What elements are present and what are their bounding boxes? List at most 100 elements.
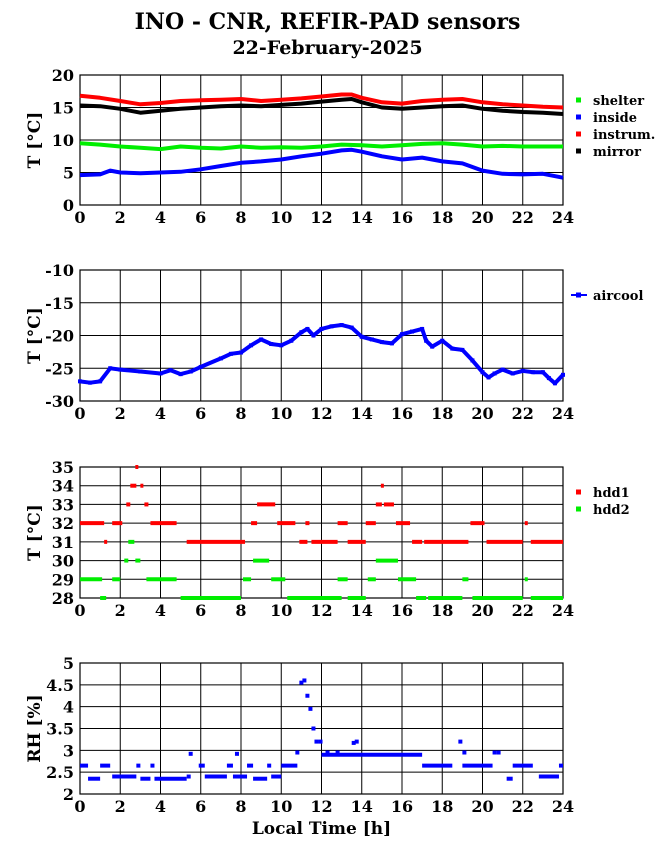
series-hdd1 [80, 465, 563, 544]
x-tick-label: 8 [235, 797, 246, 816]
data-point [440, 338, 445, 343]
x-tick-label: 16 [391, 601, 413, 620]
data-point [510, 371, 515, 376]
series-line [79, 147, 564, 180]
x-tick-label: 12 [310, 404, 332, 423]
x-tick-label: 20 [471, 404, 493, 423]
y-tick-label: 3.5 [46, 720, 74, 739]
data-point [289, 338, 294, 343]
y-tick-label: 0 [63, 196, 74, 215]
x-tick-label: 2 [115, 797, 126, 816]
x-tick-label: 8 [235, 208, 246, 227]
data-point [480, 370, 485, 375]
data-point [302, 678, 307, 683]
x-tick-label: 22 [512, 601, 534, 620]
x-tick-label: 14 [351, 601, 373, 620]
data-point [460, 347, 465, 352]
x-tick-label: 0 [74, 404, 85, 423]
data-point [158, 371, 163, 376]
x-tick-label: 4 [155, 797, 166, 816]
x-tick-label: 16 [391, 404, 413, 423]
x-tick-label: 8 [235, 404, 246, 423]
y-tick-label: 2.5 [46, 763, 74, 782]
x-tick-label: 6 [195, 404, 206, 423]
x-tick-label: 4 [155, 404, 166, 423]
x-tick-label: 14 [351, 404, 373, 423]
data-point [259, 337, 264, 342]
y-tick-label: 2 [63, 785, 74, 804]
x-tick-label: 4 [155, 208, 166, 227]
data-point [78, 379, 82, 384]
data-point [305, 326, 310, 331]
legend-marker [576, 131, 581, 137]
y-tick-label: -15 [45, 294, 74, 313]
y-tick-label: 5 [63, 654, 74, 673]
series-shelter [79, 141, 563, 152]
plot-frame [79, 269, 564, 402]
x-tick-label: 8 [235, 601, 246, 620]
data-point [269, 342, 274, 347]
x-tick-label: 16 [391, 797, 413, 816]
data-point [500, 367, 505, 372]
y-tick-label: 20 [52, 66, 74, 85]
data-point [410, 329, 415, 334]
legend-marker [576, 489, 581, 495]
x-tick-label: 20 [471, 601, 493, 620]
y-tick-label: 34 [52, 477, 74, 496]
legend-label: instrum. [593, 128, 655, 143]
data-point [492, 371, 497, 376]
x-tick-label: 18 [431, 601, 453, 620]
series-aircool [78, 323, 565, 386]
data-point [520, 368, 525, 373]
data-point [318, 739, 323, 744]
x-tick-label: 18 [431, 797, 453, 816]
data-point [249, 343, 254, 348]
y-tick-label: 10 [52, 131, 74, 150]
data-point [295, 750, 300, 755]
legend-item: instrum. [576, 128, 655, 143]
x-tick-label: 18 [431, 404, 453, 423]
x-tick-label: 6 [195, 601, 206, 620]
legend-marker [576, 506, 581, 512]
data-point [379, 340, 384, 345]
x-tick-label: 16 [391, 208, 413, 227]
y-tick-label: 4.5 [46, 676, 74, 695]
x-tick-label: 24 [552, 797, 574, 816]
legend-item: mirror [576, 145, 641, 160]
x-tick-label: 2 [115, 404, 126, 423]
data-point [108, 366, 113, 371]
y-tick-label: -25 [45, 359, 74, 378]
series-line [79, 97, 564, 116]
x-tick-label: 4 [155, 601, 166, 620]
legend-item: aircool [571, 289, 643, 304]
legend-item: inside [576, 111, 637, 126]
data-point [530, 370, 535, 375]
data-point [314, 739, 319, 744]
data-point [188, 369, 193, 374]
legend-item: hdd1 [576, 486, 630, 501]
series-line [79, 92, 564, 110]
data-point [486, 375, 491, 380]
y-tick-label: 35 [52, 458, 74, 477]
plot-frame [79, 662, 564, 795]
x-tick-label: 22 [512, 404, 534, 423]
data-point [430, 344, 435, 349]
x-tick-label: 10 [270, 601, 292, 620]
x-tick-label: 24 [552, 601, 574, 620]
data-point [188, 751, 193, 756]
data-point [311, 726, 316, 731]
series-hdd2 [80, 539, 563, 600]
x-tick-label: 24 [552, 404, 574, 423]
series-inside [79, 147, 564, 180]
legend-marker [576, 97, 581, 103]
y-tick-label: 5 [63, 164, 74, 183]
legend-item: shelter [576, 94, 644, 109]
data-point [228, 351, 233, 356]
legend-label: mirror [593, 145, 641, 160]
y-tick-label: 4 [63, 698, 74, 717]
data-point [351, 740, 356, 745]
x-tick-label: 20 [471, 208, 493, 227]
legend-label: aircool [593, 289, 643, 304]
